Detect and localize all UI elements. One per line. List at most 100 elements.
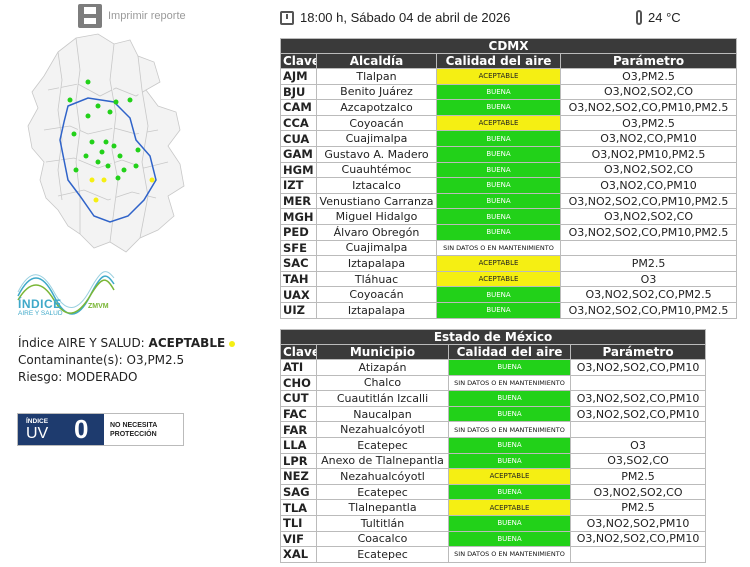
- table-row: MGH Miguel Hidalgo BUENA O3,NO2,SO2,CO: [280, 208, 738, 225]
- station-location: Álvaro Obregón: [316, 223, 437, 241]
- station-location: Anexo de Tlalnepantla: [316, 452, 449, 470]
- air-quality-cell: BUENA: [436, 177, 561, 194]
- parameters-cell: O3,NO2,SO2,CO,PM10,PM2.5: [559, 192, 738, 210]
- table-row: AJM Tlalpan ACEPTABLE O3,PM2.5: [280, 68, 738, 85]
- table-row: CUA Cuajimalpa BUENA O3,NO2,CO,PM10: [280, 130, 738, 147]
- air-quality-cell: ACEPTABLE: [436, 68, 561, 85]
- station-location: Azcapotzalco: [316, 99, 437, 116]
- table-row: CUT Cuautitlán Izcalli BUENA O3,NO2,SO2,CO,…: [280, 390, 707, 407]
- table-row: GAM Gustavo A. Madero BUENA O3,NO2,PM10,PM2…: [280, 145, 738, 163]
- station-location: Naucalpan: [316, 405, 449, 423]
- station-location: Chalco: [316, 374, 449, 392]
- air-quality-cell: BUENA: [436, 99, 561, 116]
- station-marker: [67, 97, 73, 103]
- uv-indice-label: ÍNDICE: [26, 418, 49, 425]
- air-quality-cell: BUENA: [436, 208, 561, 225]
- parameters-cell: O3,NO2,SO2,CO: [559, 208, 738, 225]
- air-quality-cell: SIN DATOS O EN MANTENIMIENTO: [448, 546, 571, 563]
- table-row: CAM Azcapotzalco BUENA O3,NO2,SO2,CO,PM10,P…: [280, 99, 738, 116]
- station-code: CAM: [280, 99, 317, 116]
- uv-index-panel: ÍNDICE UV 0 NO NECESITA PROTECCIÓN: [17, 413, 184, 446]
- station-location: Tlalnepantla: [316, 499, 449, 516]
- station-code: UIZ: [280, 301, 317, 319]
- parameters-cell: O3,PM2.5: [559, 68, 738, 85]
- station-location: Coyoacán: [316, 114, 437, 132]
- table-row: TAH Tláhuac ACEPTABLE O3: [280, 270, 738, 288]
- station-marker: [71, 131, 77, 137]
- air-quality-cell: SIN DATOS O EN MANTENIMIENTO: [448, 421, 571, 438]
- table-row: UAX Coyoacán BUENA O3,NO2,SO2,CO,PM2.5: [280, 286, 738, 303]
- indice-aire-salud-logo: [17, 271, 115, 315]
- station-location: Cuauhtémoc: [316, 161, 437, 179]
- station-code: TAH: [280, 270, 317, 288]
- station-marker: [85, 79, 91, 85]
- station-marker: [135, 147, 141, 153]
- parameters-cell: [569, 546, 707, 563]
- station-marker: [103, 139, 109, 145]
- station-location: Coyoacán: [316, 286, 437, 303]
- logo-title: ÍNDICE: [18, 297, 62, 311]
- table-row: LPR Anexo de Tlalnepantla BUENA O3,SO2,CO: [280, 452, 707, 470]
- clock-icon: [280, 10, 294, 25]
- station-code: MGH: [280, 208, 317, 225]
- air-quality-cell: BUENA: [436, 83, 561, 101]
- station-marker: [127, 97, 133, 103]
- parameters-cell: O3,NO2,SO2,CO,PM10: [569, 530, 707, 548]
- table-row: TLA Tlalnepantla ACEPTABLE PM2.5: [280, 499, 707, 516]
- table-row: FAC Naucalpan BUENA O3,NO2,SO2,CO,PM10: [280, 405, 707, 423]
- station-code: CCA: [280, 114, 317, 132]
- air-quality-cell: BUENA: [448, 483, 571, 501]
- air-quality-cell: BUENA: [436, 301, 561, 319]
- table-row: SFE Cuajimalpa SIN DATOS O EN MANTENIMIENT…: [280, 239, 738, 257]
- air-quality-cell: BUENA: [436, 192, 561, 210]
- parameters-cell: [569, 421, 707, 438]
- column-header: Calidad del aire: [448, 344, 571, 360]
- station-location: Tultitlán: [316, 514, 449, 532]
- cdmx-table: CDMX Clave Alcaldía Calidad del aire Par…: [279, 38, 738, 319]
- column-header: Calidad del aire: [436, 53, 561, 69]
- station-location: Nezahualcóyotl: [316, 421, 449, 438]
- air-quality-cell: BUENA: [448, 390, 571, 407]
- parameters-cell: O3,NO2,CO,PM10: [559, 130, 738, 147]
- parameters-cell: O3,SO2,CO: [569, 452, 707, 470]
- uv-value: 0: [74, 414, 89, 444]
- table-row: CHO Chalco SIN DATOS O EN MANTENIMIENTO: [280, 374, 707, 392]
- station-marker: [89, 177, 95, 183]
- air-quality-summary: Índice AIRE Y SALUD: ACEPTABLE Contamina…: [18, 335, 236, 386]
- print-report-button[interactable]: Imprimir reporte: [78, 4, 186, 28]
- parameters-cell: O3,NO2,PM10,PM2.5: [559, 145, 738, 163]
- printer-icon: [78, 4, 102, 28]
- table-row: IZT Iztacalco BUENA O3,NO2,CO,PM10: [280, 177, 738, 194]
- table-row: SAC Iztapalapa ACEPTABLE PM2.5: [280, 255, 738, 272]
- air-quality-cell: ACEPTABLE: [436, 270, 561, 288]
- station-location: Tláhuac: [316, 270, 437, 288]
- station-location: Venustiano Carranza: [316, 192, 437, 210]
- station-code: FAR: [280, 421, 317, 438]
- column-header: Parámetro: [569, 344, 707, 360]
- parameters-cell: [569, 374, 707, 392]
- parameters-cell: O3,NO2,CO,PM10: [559, 177, 738, 194]
- station-location: Iztapalapa: [316, 301, 437, 319]
- table-row: CCA Coyoacán ACEPTABLE O3,PM2.5: [280, 114, 738, 132]
- air-quality-cell: ACEPTABLE: [436, 255, 561, 272]
- column-header: Clave: [280, 344, 317, 360]
- air-quality-cell: BUENA: [436, 161, 561, 179]
- parameters-cell: O3: [569, 436, 707, 454]
- table-row: MER Venustiano Carranza BUENA O3,NO2,SO2,CO…: [280, 192, 738, 210]
- station-code: VIF: [280, 530, 317, 548]
- air-quality-cell: BUENA: [448, 530, 571, 548]
- parameters-cell: O3,NO2,SO2,PM10: [569, 514, 707, 532]
- station-code: CUT: [280, 390, 317, 407]
- station-code: TLI: [280, 514, 317, 532]
- station-code: NEZ: [280, 468, 317, 485]
- table-row: UIZ Iztapalapa BUENA O3,NO2,SO2,CO,PM10,PM2…: [280, 301, 738, 319]
- uv-label: UV: [26, 425, 49, 442]
- station-code: LPR: [280, 452, 317, 470]
- zmvm-map[interactable]: [18, 30, 188, 260]
- edomex-table: Estado de México Clave Municipio Calidad…: [279, 329, 707, 563]
- station-marker: [89, 139, 95, 145]
- air-quality-cell: BUENA: [436, 145, 561, 163]
- station-marker: [105, 163, 111, 169]
- station-marker: [111, 143, 117, 149]
- parameters-cell: PM2.5: [569, 499, 707, 516]
